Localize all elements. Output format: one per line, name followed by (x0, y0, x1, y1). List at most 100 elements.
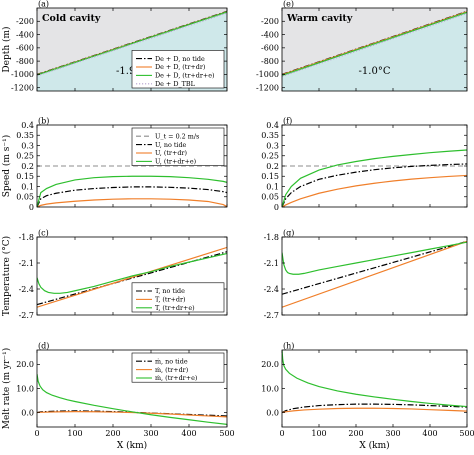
panel-h: 0 100 200 300 400 500 0.0 10.0 20.0 (h) X (km) (261, 342, 474, 452)
series-line-f-1 (282, 163, 467, 207)
panel-label: (f) (283, 117, 292, 126)
x-tick-label: 300 (385, 429, 400, 438)
legend-entry: ṁ, no tide (155, 357, 188, 365)
y-tick-label: -600 (16, 44, 34, 53)
chart-title: Warm cavity (286, 13, 353, 24)
y-tick-label: -1000 (11, 70, 34, 79)
panel-a: -1200 -1000 -800 -600 -400 -200 (a) Depth (m) Co… (1, 0, 228, 92)
y-tick-label: -1.8 (264, 233, 279, 242)
legend-box (131, 50, 225, 89)
series-line-c-1 (37, 246, 227, 308)
legend-entry: De + D, (tr+dr) (155, 63, 205, 71)
y-tick-label: 10.0 (261, 384, 279, 393)
y-tick-label: -800 (16, 57, 34, 66)
panel-label: (h) (283, 342, 294, 351)
legend-entry: U, no tide (155, 141, 187, 149)
y-axis-label: Temperature (°C) (1, 236, 12, 316)
y-tick-label: -1200 (256, 83, 279, 92)
y-tick-label: 20.0 (261, 360, 279, 369)
series-line-d-2 (37, 373, 227, 425)
legend-entry: De + D_TBL (155, 80, 196, 88)
panel-d: 0 100 200 300 400 500 0.0 10.0 20.0 (d) Melt rate … (1, 342, 235, 452)
y-tick-label: 0.0 (266, 408, 279, 417)
ocean-region (282, 11, 467, 91)
y-axis-label: Speed (m s⁻¹) (1, 135, 12, 198)
y-tick-label: -600 (261, 44, 279, 53)
series-line-a-3 (37, 12, 227, 77)
y-tick-label: -1.8 (19, 233, 34, 242)
x-tick-label: 0 (279, 429, 284, 438)
series-line-g-0 (282, 240, 467, 295)
x-tick-label: 100 (67, 429, 82, 438)
series-line-g-2 (282, 241, 467, 275)
panel-label: (c) (38, 229, 49, 238)
panel-label: (d) (38, 342, 49, 351)
x-axis-label: X (km) (359, 440, 389, 451)
series-line-b-1 (37, 186, 227, 207)
panel-label: (a) (38, 0, 49, 9)
legend-entry: T, (tr+dr) (155, 296, 186, 304)
series-line-a-2 (37, 11, 227, 76)
series-line-b-3 (37, 175, 227, 207)
panel-f: 00.05 0.10.150.20.25 0.30.350.4 (f) (261, 117, 468, 212)
series-line-e-3 (282, 12, 467, 77)
ice-shelf-region (282, 8, 467, 75)
y-tick-label: -800 (261, 57, 279, 66)
series-line-f-3 (282, 149, 467, 207)
axes-frame (281, 349, 468, 428)
legend-entry: U, (tr+dr+e) (155, 158, 196, 166)
series-line-f-2 (282, 174, 467, 207)
series-line-h-2 (282, 350, 467, 408)
series-line-d-1 (37, 410, 227, 418)
legend-entry: ṁ, (tr+dr) (155, 366, 188, 374)
panel-c: -2.7 -2.4 -2.1 -1.8 (c) Temperature (°C) T, no… (1, 229, 228, 320)
axes-frame (281, 7, 468, 92)
panel-label: (g) (283, 229, 294, 238)
panel-label: (b) (38, 117, 49, 126)
series-line-e-2 (282, 11, 467, 76)
y-tick-label: -2.4 (264, 285, 279, 294)
y-tick-label: 0.1 (21, 182, 34, 191)
legend-entry: U_t = 0.2 m/s (155, 132, 199, 140)
x-tick-label: 400 (422, 429, 437, 438)
y-tick-label: 0.4 (266, 121, 279, 130)
ocean-temperature-annotation: -1.0°C (359, 66, 391, 77)
ice-shelf-region (37, 8, 227, 75)
x-tick-label: 400 (181, 429, 196, 438)
series-line-h-1 (282, 407, 467, 414)
legend-box (131, 127, 225, 166)
y-tick-label: -2.4 (19, 285, 34, 294)
y-tick-label: -400 (16, 30, 34, 39)
y-tick-label: 0.05 (16, 193, 34, 202)
y-tick-label: 0.25 (261, 152, 279, 161)
legend-entry: De + D, no tide (155, 55, 205, 63)
x-tick-label: 200 (105, 429, 120, 438)
x-tick-label: 500 (459, 429, 474, 438)
panel-e: -1200 -1000 -800 -600 -400 -200 (e) Warm cavity… (256, 0, 468, 92)
y-axis-label: Melt rate (m yr⁻¹) (1, 348, 12, 430)
legend-box (131, 352, 225, 383)
x-tick-label: 200 (348, 429, 363, 438)
y-tick-label: -2.7 (264, 311, 279, 320)
axes-frame (281, 236, 468, 316)
chart-title: Cold cavity (42, 13, 101, 24)
y-tick-label: 20.0 (16, 360, 34, 369)
y-tick-label: -400 (261, 30, 279, 39)
y-tick-label: -1200 (11, 83, 34, 92)
legend-entry: T, (tr+dr+e) (155, 304, 195, 312)
axes-frame (36, 236, 228, 316)
y-tick-label: -2.7 (19, 311, 34, 320)
series-line-g-1 (282, 240, 467, 308)
axes-frame (36, 7, 228, 92)
panel-b: 00.05 0.10.150.20.25 0.30.350.4 (b) Speed (m… (1, 117, 228, 212)
y-tick-label: 0 (274, 203, 279, 212)
y-tick-label: -200 (261, 17, 279, 26)
y-tick-label: 0.15 (261, 172, 279, 181)
series-line-h-0 (282, 403, 467, 414)
y-tick-label: 0.35 (16, 131, 34, 140)
legend-entry: ṁ, (tr+dr+e) (155, 374, 197, 382)
legend-entry: T, no tide (155, 287, 185, 295)
